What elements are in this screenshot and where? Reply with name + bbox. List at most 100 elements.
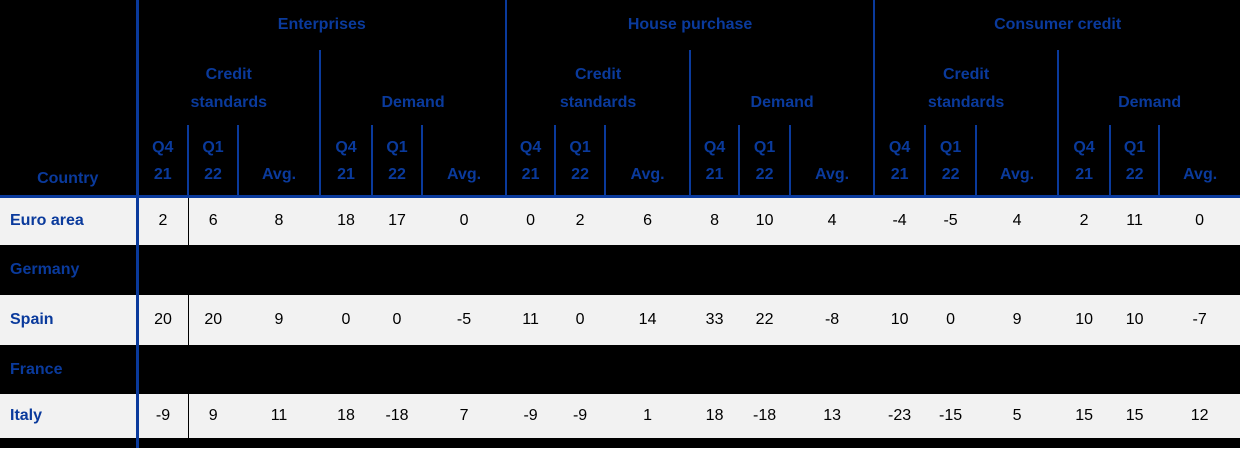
col-header-q4-21: Q4 21 <box>137 125 188 198</box>
group-header-enterprises: Enterprises <box>137 0 507 50</box>
bottom-bar-segment <box>0 438 139 448</box>
data-cell: -4 <box>892 212 907 230</box>
data-cell: 6 <box>208 212 218 230</box>
data-cell: 11 <box>1126 212 1143 230</box>
data-cell <box>238 345 320 394</box>
data-cell: -5 <box>456 311 472 328</box>
data-cell: 0 <box>341 311 351 328</box>
data-cell: -8 <box>824 311 840 328</box>
header-row-groups: Country Enterprises House purchase Consu… <box>0 0 1240 198</box>
data-cell <box>1058 345 1110 394</box>
col-header-avg: Avg. <box>975 125 1059 198</box>
subgroup-header-demand: Demand <box>318 50 507 125</box>
data-cell: -5 <box>943 212 958 230</box>
data-cell: 9 <box>1012 311 1022 328</box>
data-cell: 0 <box>946 311 956 328</box>
table-row-germany: Germany <box>0 245 1240 295</box>
data-cell: 2 <box>137 196 189 245</box>
data-cell: 9 <box>208 407 218 424</box>
data-cell <box>874 345 925 394</box>
data-cell: -18 <box>753 407 777 424</box>
col-header-q1-22: Q1 22 <box>554 125 606 198</box>
data-cell <box>320 345 372 394</box>
subgroup-header-credit-standards: Credit standards <box>873 50 1059 125</box>
data-cell: 0 <box>526 212 536 230</box>
data-cell <box>506 345 555 394</box>
data-cell: 20 <box>204 311 223 328</box>
row-label-france: France <box>0 345 139 394</box>
col-header-q1-22: Q1 22 <box>187 125 238 198</box>
data-cell: 14 <box>638 311 657 328</box>
col-header-avg: Avg. <box>789 125 875 198</box>
data-cell <box>137 345 189 394</box>
data-cell <box>925 245 976 295</box>
table-row-italy: Italy -9 9 11 18 -18 7 -9 -9 1 18 -18 13… <box>0 394 1240 438</box>
data-cell: 0 <box>392 311 402 328</box>
col-header-q1-22: Q1 22 <box>924 125 977 198</box>
col-header-avg: Avg. <box>420 125 507 198</box>
data-cell: 0 <box>1195 212 1205 230</box>
data-cell <box>925 345 976 394</box>
col-header-q1-22: Q1 22 <box>738 125 791 198</box>
col-header-q4-21: Q4 21 <box>689 125 740 198</box>
data-cell <box>1058 245 1110 295</box>
table-bottom-bar <box>0 438 1240 448</box>
data-cell <box>188 245 238 295</box>
data-cell: 8 <box>274 212 284 230</box>
row-label-euro-area: Euro area <box>0 196 139 245</box>
data-cell: 1 <box>643 407 653 424</box>
data-cell: 10 <box>755 212 774 230</box>
subgroup-header-credit-standards: Credit standards <box>505 50 691 125</box>
data-cell <box>1159 245 1240 295</box>
col-header-avg: Avg. <box>1158 125 1240 198</box>
data-cell <box>422 345 506 394</box>
col-header-q4-21: Q4 21 <box>1057 125 1111 198</box>
data-cell <box>976 245 1058 295</box>
data-cell: 5 <box>1012 407 1022 424</box>
data-cell <box>372 345 422 394</box>
data-cell: 18 <box>337 407 355 424</box>
data-cell <box>506 245 555 295</box>
data-cell: 2 <box>1079 212 1089 230</box>
subgroup-header-demand: Demand <box>689 50 875 125</box>
col-header-avg: Avg. <box>237 125 320 198</box>
data-cell: 7 <box>459 407 469 424</box>
data-cell: -7 <box>1192 311 1207 328</box>
data-cell: 0 <box>459 212 469 230</box>
group-header-house-purchase: House purchase <box>505 0 875 50</box>
data-cell <box>690 345 739 394</box>
data-cell <box>372 245 422 295</box>
data-cell <box>605 345 690 394</box>
data-cell: -15 <box>939 407 963 424</box>
row-label-italy: Italy <box>0 394 139 438</box>
data-cell <box>1159 345 1240 394</box>
data-cell: 18 <box>337 212 355 230</box>
data-cell <box>690 245 739 295</box>
col-header-q1-22: Q1 22 <box>371 125 422 198</box>
data-cell <box>188 345 238 394</box>
data-cell <box>1110 245 1159 295</box>
col-header-q1-22: Q1 22 <box>1109 125 1160 198</box>
data-cell: 10 <box>1125 311 1144 328</box>
table-row-euro-area: Euro area 2 6 8 18 17 0 0 2 6 8 10 4 -4 … <box>0 196 1240 245</box>
data-cell <box>320 245 372 295</box>
header-row-subgroups: Credit standards Demand Credit standards… <box>0 50 1240 125</box>
data-cell: 15 <box>1075 407 1093 424</box>
country-column-header: Country <box>0 0 139 198</box>
data-cell <box>555 245 605 295</box>
data-cell: 18 <box>705 407 724 424</box>
data-cell: 13 <box>823 407 841 424</box>
data-cell: 10 <box>1075 311 1093 328</box>
col-header-avg: Avg. <box>604 125 691 198</box>
data-cell <box>976 345 1058 394</box>
data-cell: 9 <box>274 311 284 328</box>
data-cell: 12 <box>1190 407 1209 424</box>
data-cell <box>739 245 790 295</box>
data-cell: 6 <box>643 212 653 230</box>
data-cell: -9 <box>137 394 189 438</box>
data-cell <box>1110 345 1159 394</box>
data-cell <box>739 345 790 394</box>
col-header-q4-21: Q4 21 <box>873 125 926 198</box>
data-cell: -9 <box>523 407 538 424</box>
